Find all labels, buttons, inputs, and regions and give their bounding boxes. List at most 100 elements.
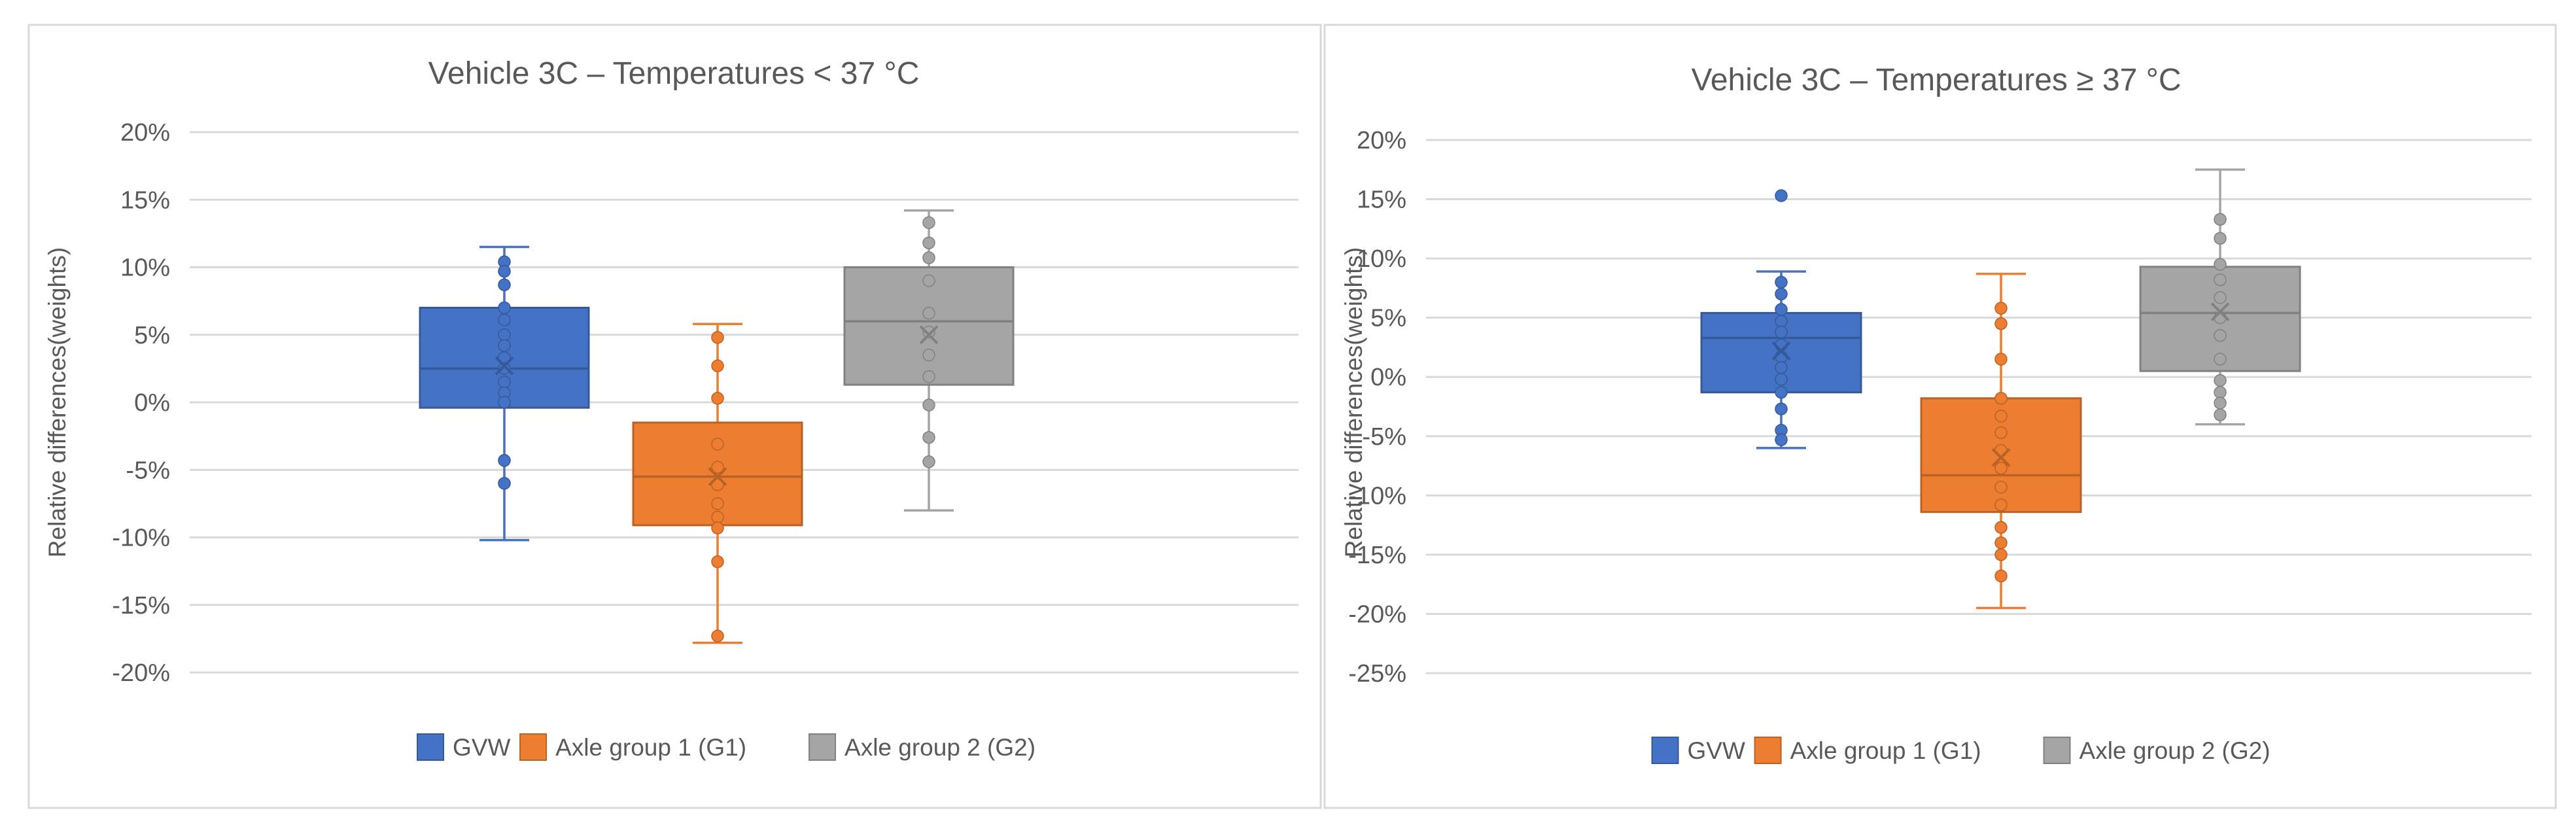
data-point	[1994, 353, 2008, 366]
legend-swatch	[809, 733, 837, 761]
data-point	[1775, 287, 1788, 301]
y-tick-label: 0%	[1370, 364, 1406, 391]
mean-marker	[708, 467, 727, 486]
y-tick-label: -20%	[112, 659, 170, 687]
data-point	[498, 313, 511, 326]
chart-panel-right: Vehicle 3C – Temperatures ≥ 37 °C 20% 15% 1…	[1323, 24, 2557, 809]
chart-title: Vehicle 3C – Temperatures ≥ 37 °C	[1691, 63, 2181, 97]
data-point	[1994, 302, 2008, 315]
data-point	[498, 396, 511, 409]
data-point	[711, 497, 724, 510]
data-point	[498, 339, 511, 353]
data-point	[711, 629, 724, 642]
data-point	[922, 430, 935, 444]
y-tick-label: -15%	[1348, 542, 1406, 569]
data-point	[711, 478, 724, 491]
data-point	[1994, 426, 2008, 440]
data-point	[1994, 498, 2008, 512]
data-point	[922, 398, 935, 411]
legend-label: GVW	[453, 734, 510, 761]
data-point	[2214, 408, 2227, 421]
data-point	[1775, 275, 1788, 289]
mean-marker	[1771, 341, 1791, 360]
data-point	[1775, 402, 1788, 415]
data-point	[2214, 353, 2227, 366]
legend-swatch	[417, 733, 445, 761]
data-point	[2214, 213, 2227, 226]
data-point	[498, 264, 511, 278]
y-tick-label: -5%	[126, 457, 170, 484]
data-point	[922, 455, 935, 468]
data-point	[922, 306, 935, 320]
data-point	[498, 362, 511, 375]
data-point	[711, 555, 724, 568]
data-point	[1775, 373, 1788, 386]
legend-swatch	[1754, 737, 1782, 764]
y-tick-label: 20%	[1357, 127, 1406, 154]
legend-item-2: Axle group 1 (G1)	[519, 733, 746, 761]
data-point	[711, 510, 724, 524]
y-tick-label: 15%	[1357, 186, 1406, 214]
data-point	[1994, 317, 2008, 330]
data-point	[2214, 291, 2227, 304]
data-point	[1994, 569, 2008, 583]
y-axis-label: Relative differences(weights)	[1340, 247, 1367, 557]
mean-marker	[919, 325, 939, 345]
legend-label: Axle group 2 (G2)	[844, 734, 1036, 761]
y-tick-label: 15%	[120, 186, 170, 214]
data-point	[2214, 396, 2227, 410]
legend-item-1: GVW	[417, 733, 510, 761]
data-point	[922, 325, 935, 339]
y-axis-label: Relative differences(weights)	[44, 247, 71, 557]
box-plot-3	[843, 209, 1015, 512]
data-point	[2214, 374, 2227, 387]
data-point	[498, 278, 511, 292]
data-point	[498, 477, 511, 490]
data-point	[922, 370, 935, 383]
data-point	[1775, 315, 1788, 328]
y-tick-label: -5%	[1362, 423, 1406, 451]
chart-title: Vehicle 3C – Temperatures < 37 °C	[428, 56, 920, 91]
y-tick-label: 10%	[1357, 245, 1406, 273]
data-point	[1994, 410, 2008, 423]
mean-marker	[495, 356, 514, 375]
data-point	[1775, 303, 1788, 316]
y-tick-label: 10%	[120, 254, 170, 282]
data-point	[1994, 548, 2008, 561]
data-point	[1994, 461, 2008, 475]
y-tick-label: -15%	[112, 592, 170, 620]
mean-marker	[1991, 447, 2011, 467]
data-point	[1775, 433, 1788, 446]
data-point	[498, 375, 511, 389]
box-plot-2	[632, 323, 803, 644]
data-point	[2214, 258, 2227, 271]
chart-frame	[27, 24, 1322, 809]
y-tick-label: 5%	[1370, 305, 1406, 332]
legend-label: Axle group 2 (G2)	[2080, 737, 2271, 764]
data-point	[1775, 386, 1788, 399]
data-point	[922, 348, 935, 362]
data-point	[922, 274, 935, 287]
data-point	[498, 301, 511, 315]
legend-label: Axle group 1 (G1)	[1790, 737, 1981, 764]
box-plot-1	[419, 245, 590, 542]
data-point	[711, 521, 724, 534]
legend-swatch	[2043, 737, 2071, 764]
y-tick-label: -10%	[112, 525, 170, 552]
data-point	[1994, 392, 2008, 405]
data-point	[711, 392, 724, 405]
box-plot-2	[1920, 272, 2082, 610]
data-point	[498, 454, 511, 467]
legend-item-3: Axle group 2 (G2)	[809, 733, 1036, 761]
box-plot-3	[2139, 168, 2301, 426]
data-point	[1775, 360, 1788, 374]
data-point	[922, 236, 935, 250]
data-point	[711, 331, 724, 344]
data-point	[1775, 189, 1788, 202]
data-point	[498, 328, 511, 341]
data-point	[1994, 536, 2008, 550]
legend: GVW Axle group 1 (G1) Axle group 2 (G2)	[417, 733, 1036, 761]
data-point	[1994, 480, 2008, 494]
legend-swatch	[519, 733, 548, 761]
